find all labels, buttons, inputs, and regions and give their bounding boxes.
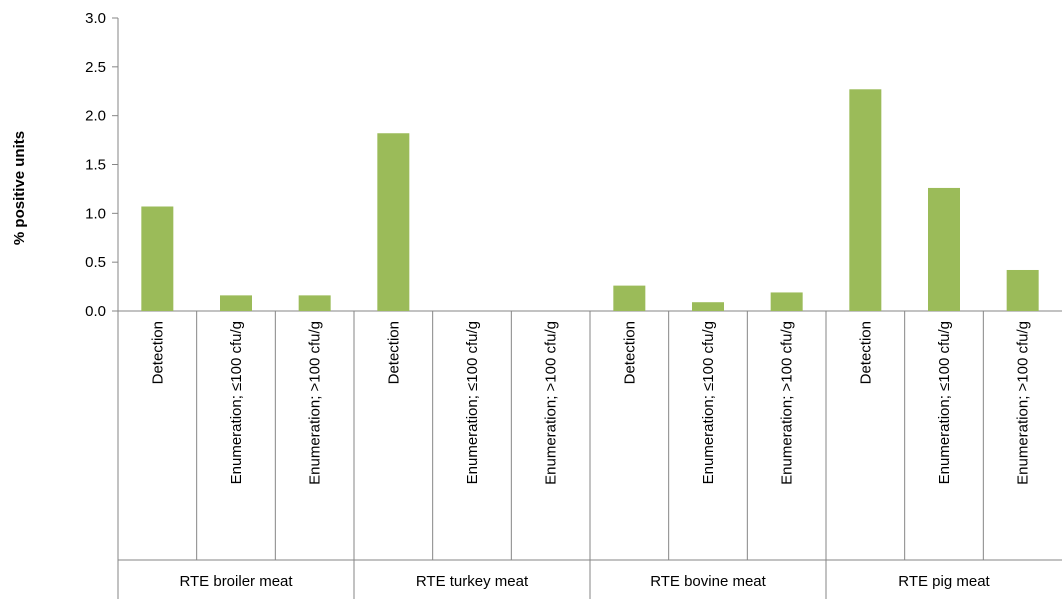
- plot-area: 0.0 0.5 1.0 1.5 2.0 2.5 3.0 Detection Enumeratio…: [85, 10, 1062, 599]
- x-category-label: Enumeration; >100 cfu/g: [1015, 321, 1032, 485]
- x-category-label: Enumeration; ≤100 cfu/g: [700, 321, 717, 484]
- y-axis-label: % positive units: [11, 131, 28, 245]
- bar: [692, 302, 724, 311]
- x-category-label: Detection: [621, 321, 638, 384]
- x-category-label: Enumeration; >100 cfu/g: [543, 321, 560, 485]
- x-category-label: Enumeration; ≤100 cfu/g: [228, 321, 245, 484]
- bar: [928, 187, 960, 311]
- x-category-label: Detection: [857, 321, 874, 384]
- x-category-label: Enumeration; ≤100 cfu/g: [464, 321, 481, 484]
- x-category-label: Detection: [149, 321, 166, 384]
- bar: [298, 295, 331, 311]
- x-category-label: Detection: [385, 321, 402, 384]
- y-tick-label: 3.0: [85, 10, 106, 27]
- x-category-label: Enumeration; >100 cfu/g: [307, 321, 324, 485]
- bar: [377, 133, 410, 311]
- x-category-label: Enumeration; ≤100 cfu/g: [936, 321, 953, 484]
- bar: [849, 89, 882, 312]
- bar: [1006, 269, 1039, 311]
- bar: [770, 292, 803, 311]
- y-tick-label: 1.5: [85, 157, 106, 174]
- bar: [220, 295, 252, 311]
- y-tick-label: 0.5: [85, 254, 106, 271]
- y-tick-label: 2.0: [85, 108, 106, 125]
- y-tick-label: 0.0: [85, 303, 106, 320]
- bar: [613, 285, 646, 311]
- x-group-label: RTE bovine meat: [650, 573, 766, 590]
- bar: [141, 206, 174, 311]
- x-group-label: RTE broiler meat: [179, 573, 293, 590]
- y-tick-label: 2.5: [85, 59, 106, 76]
- x-category-label: Enumeration; >100 cfu/g: [779, 321, 796, 485]
- x-group-label: RTE pig meat: [898, 573, 990, 590]
- y-tick-label: 1.0: [85, 205, 106, 222]
- x-group-label: RTE turkey meat: [416, 573, 529, 590]
